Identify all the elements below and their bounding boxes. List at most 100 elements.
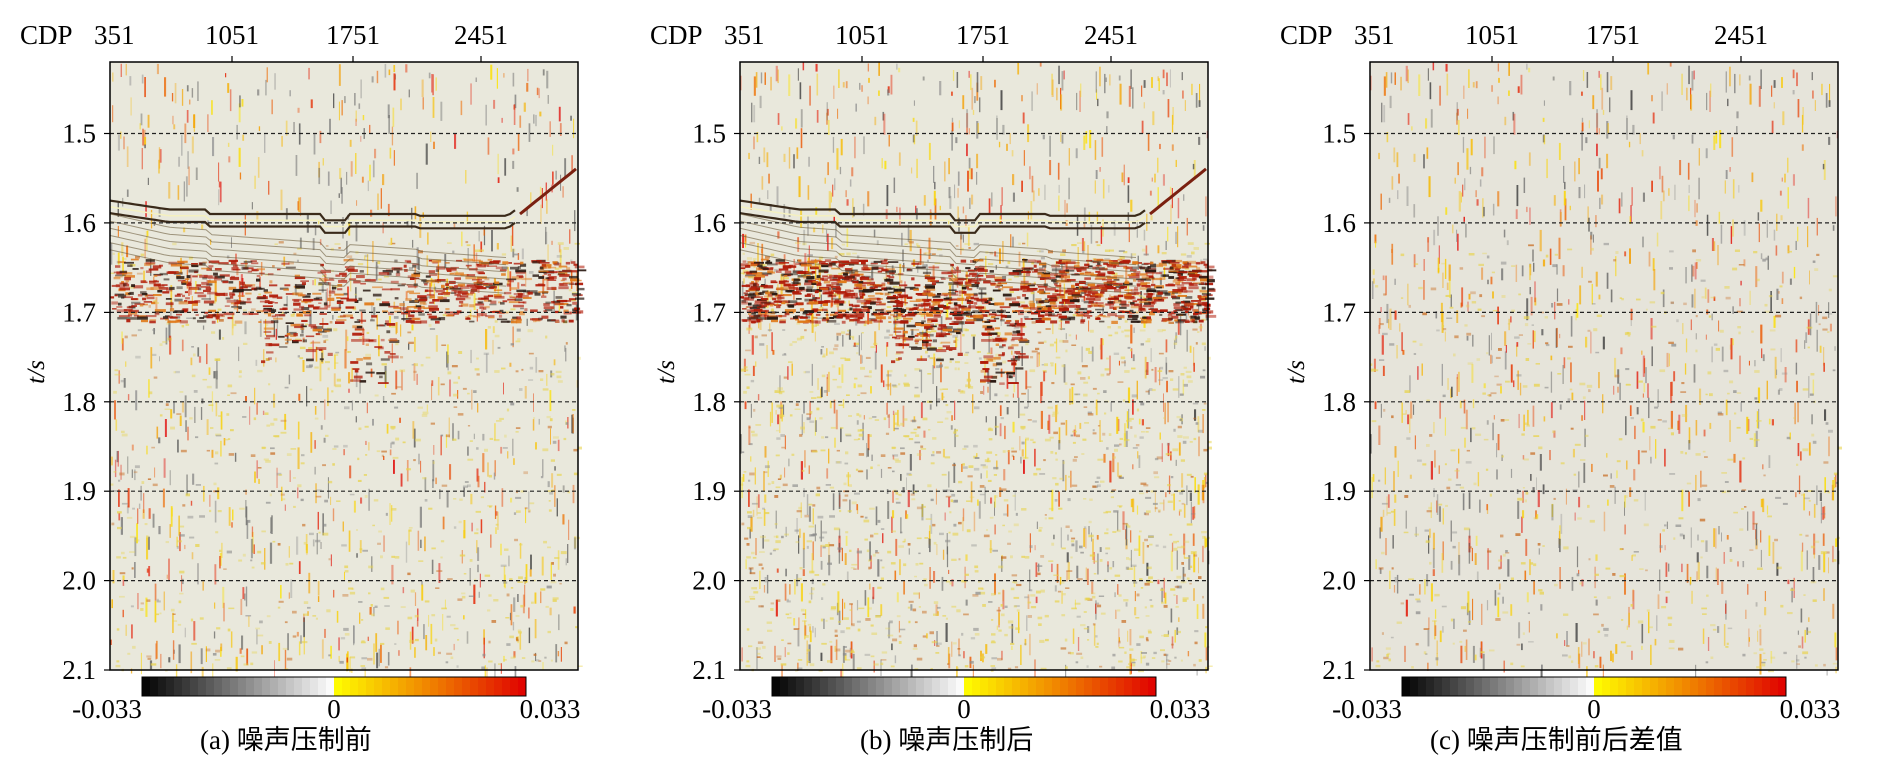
noise-speckle bbox=[934, 601, 938, 604]
noise-streak bbox=[373, 643, 375, 664]
noise-speckle bbox=[911, 498, 915, 500]
noise-streak bbox=[839, 543, 840, 564]
noise-speckle bbox=[498, 347, 501, 349]
noise-streak bbox=[763, 148, 765, 163]
noise-streak bbox=[159, 356, 160, 361]
reflector-energy bbox=[285, 339, 292, 341]
noise-streak bbox=[789, 584, 791, 595]
noise-streak bbox=[215, 281, 217, 302]
reflector-energy bbox=[269, 280, 272, 283]
noise-speckle bbox=[154, 377, 158, 379]
noise-streak bbox=[438, 377, 440, 395]
reflector-energy bbox=[572, 302, 577, 305]
noise-streak bbox=[936, 544, 937, 555]
noise-speckle bbox=[967, 529, 971, 532]
time-tick-label: 1.8 bbox=[62, 387, 96, 417]
noise-streak bbox=[803, 62, 805, 70]
noise-speckle bbox=[121, 431, 125, 433]
noise-speckle bbox=[557, 474, 562, 476]
noise-speckle bbox=[871, 633, 877, 636]
noise-speckle bbox=[307, 607, 311, 609]
noise-streak bbox=[121, 242, 123, 255]
noise-streak bbox=[1170, 69, 1171, 87]
noise-streak bbox=[561, 647, 562, 662]
reflector-energy bbox=[477, 287, 487, 289]
noise-streak bbox=[948, 497, 950, 507]
noise-streak bbox=[783, 405, 784, 415]
noise-streak bbox=[1060, 94, 1062, 110]
noise-speckle bbox=[1176, 576, 1181, 579]
reflector-energy bbox=[231, 306, 239, 308]
reflector-energy bbox=[405, 298, 411, 301]
reflector-energy bbox=[166, 298, 172, 300]
noise-streak bbox=[1057, 405, 1058, 412]
noise-speckle bbox=[541, 476, 543, 478]
noise-speckle bbox=[348, 581, 351, 583]
reflector-energy bbox=[412, 265, 416, 268]
noise-speckle bbox=[361, 667, 366, 669]
reflector-energy bbox=[338, 280, 347, 283]
reflector-energy bbox=[350, 379, 361, 382]
noise-speckle bbox=[446, 653, 452, 655]
noise-speckle bbox=[484, 449, 488, 452]
noise-streak bbox=[998, 613, 999, 625]
noise-streak bbox=[427, 255, 429, 266]
noise-speckle bbox=[821, 450, 826, 452]
noise-streak bbox=[868, 434, 870, 450]
noise-streak bbox=[513, 458, 515, 465]
noise-streak bbox=[490, 535, 491, 548]
noise-speckle bbox=[944, 367, 948, 369]
noise-streak bbox=[834, 438, 835, 448]
noise-speckle bbox=[179, 534, 185, 536]
noise-streak bbox=[839, 495, 840, 507]
noise-speckle bbox=[1011, 588, 1015, 591]
reflector-energy bbox=[535, 293, 541, 296]
noise-speckle bbox=[905, 435, 910, 437]
noise-speckle bbox=[927, 484, 931, 487]
noise-speckle bbox=[166, 541, 169, 543]
noise-streak bbox=[755, 467, 756, 484]
reflector-energy bbox=[309, 324, 317, 327]
reflector-energy bbox=[519, 276, 524, 278]
noise-speckle bbox=[1158, 511, 1160, 513]
noise-streak bbox=[840, 428, 842, 442]
reflector-energy bbox=[465, 318, 470, 320]
noise-streak bbox=[142, 129, 144, 146]
noise-speckle bbox=[376, 299, 381, 301]
noise-speckle bbox=[440, 557, 442, 559]
noise-speckle bbox=[391, 393, 396, 395]
noise-speckle bbox=[270, 423, 274, 426]
noise-streak bbox=[877, 559, 879, 576]
reflector-energy bbox=[138, 294, 143, 297]
reflector-energy bbox=[213, 273, 218, 276]
noise-speckle bbox=[833, 379, 838, 381]
noise-streak bbox=[124, 378, 126, 388]
noise-speckle bbox=[1013, 495, 1016, 497]
noise-speckle bbox=[333, 328, 337, 331]
noise-speckle bbox=[206, 649, 211, 652]
noise-speckle bbox=[442, 485, 448, 487]
noise-speckle bbox=[917, 453, 922, 456]
noise-streak bbox=[1106, 111, 1108, 118]
noise-streak bbox=[1194, 506, 1196, 518]
noise-streak bbox=[429, 73, 431, 79]
reflector-energy bbox=[357, 326, 363, 328]
noise-speckle bbox=[401, 606, 406, 608]
reflector-energy bbox=[516, 290, 526, 292]
noise-streak bbox=[980, 76, 982, 90]
noise-streak bbox=[242, 135, 244, 141]
noise-speckle bbox=[1119, 647, 1125, 649]
noise-streak bbox=[1099, 420, 1101, 442]
noise-speckle bbox=[459, 499, 462, 501]
noise-speckle bbox=[255, 628, 260, 630]
reflector-energy bbox=[538, 276, 544, 279]
reflector-energy bbox=[459, 305, 463, 307]
reflector-energy bbox=[472, 260, 481, 262]
noise-speckle bbox=[1177, 416, 1181, 418]
noise-streak bbox=[821, 561, 823, 570]
noise-speckle bbox=[1155, 458, 1158, 460]
noise-speckle bbox=[481, 496, 484, 498]
noise-speckle bbox=[1203, 369, 1206, 371]
noise-speckle bbox=[279, 241, 284, 243]
noise-speckle bbox=[502, 253, 506, 255]
